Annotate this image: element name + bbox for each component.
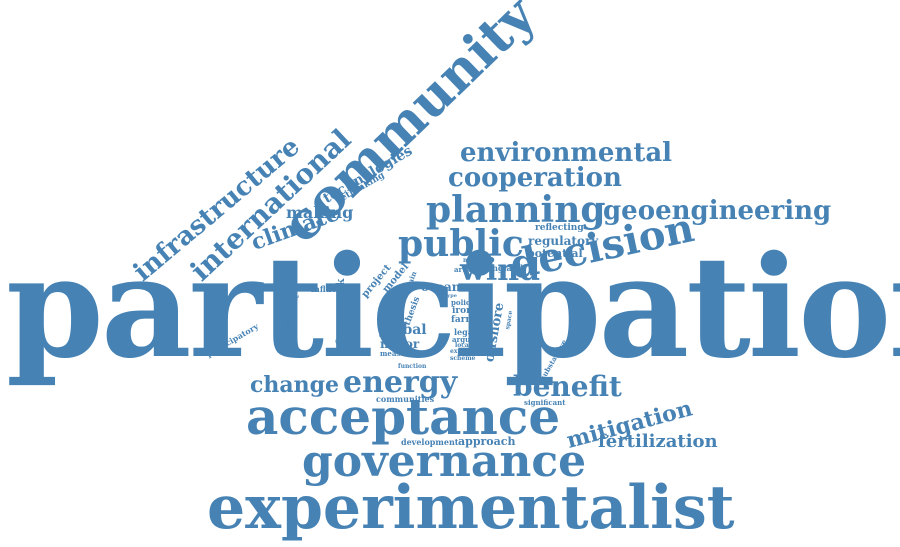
word-benefit: benefit <box>513 370 622 403</box>
word-england: england <box>487 263 524 273</box>
word-farm: farm <box>451 315 475 325</box>
word-governance: governance <box>302 436 587 487</box>
word-approach: approach <box>458 435 516 448</box>
word-significant: significant <box>524 398 566 407</box>
word-article: article <box>454 265 480 274</box>
word-public: public <box>398 223 524 265</box>
word-measure: measure <box>380 349 414 358</box>
word-explore: explore <box>450 348 475 355</box>
word-legal: legal <box>454 327 476 337</box>
word-scheme: scheme <box>450 355 476 362</box>
word-environmental: environmental <box>460 138 673 168</box>
word-potential: potential <box>527 247 583 260</box>
word-geoengineering: geoengineering <box>603 196 832 226</box>
word-planning: planning <box>426 189 606 231</box>
word-framework: framework <box>334 278 347 345</box>
word-function: function <box>398 363 427 370</box>
word-participation: participation <box>6 226 900 390</box>
word-type: type <box>445 293 457 299</box>
word-development: development <box>401 437 459 447</box>
word-cooperation: cooperation <box>448 163 622 193</box>
word-experimentalist: experimentalist <box>207 473 735 543</box>
word-influence: influence <box>311 284 353 294</box>
word-making: making <box>286 203 354 222</box>
word-energy: energy <box>343 365 458 400</box>
word-member: member <box>463 257 491 264</box>
word-change: change <box>250 372 340 398</box>
word-local: local <box>455 342 472 349</box>
word-fertilization: fertilization <box>598 431 718 452</box>
word-wind: wind <box>460 253 541 288</box>
word-major: major <box>380 337 420 351</box>
word-communities: communities <box>376 394 435 404</box>
word-regulatory: regulatory <box>528 234 599 248</box>
word-iron: iron <box>452 306 473 316</box>
word-acceptance: acceptance <box>246 387 561 446</box>
word-policy: policy <box>451 298 475 307</box>
word-argue: argue <box>452 335 475 344</box>
word-global: global <box>378 322 427 338</box>
word-ocean: ocean <box>421 280 461 294</box>
word-reflecting: reflecting <box>535 223 584 233</box>
